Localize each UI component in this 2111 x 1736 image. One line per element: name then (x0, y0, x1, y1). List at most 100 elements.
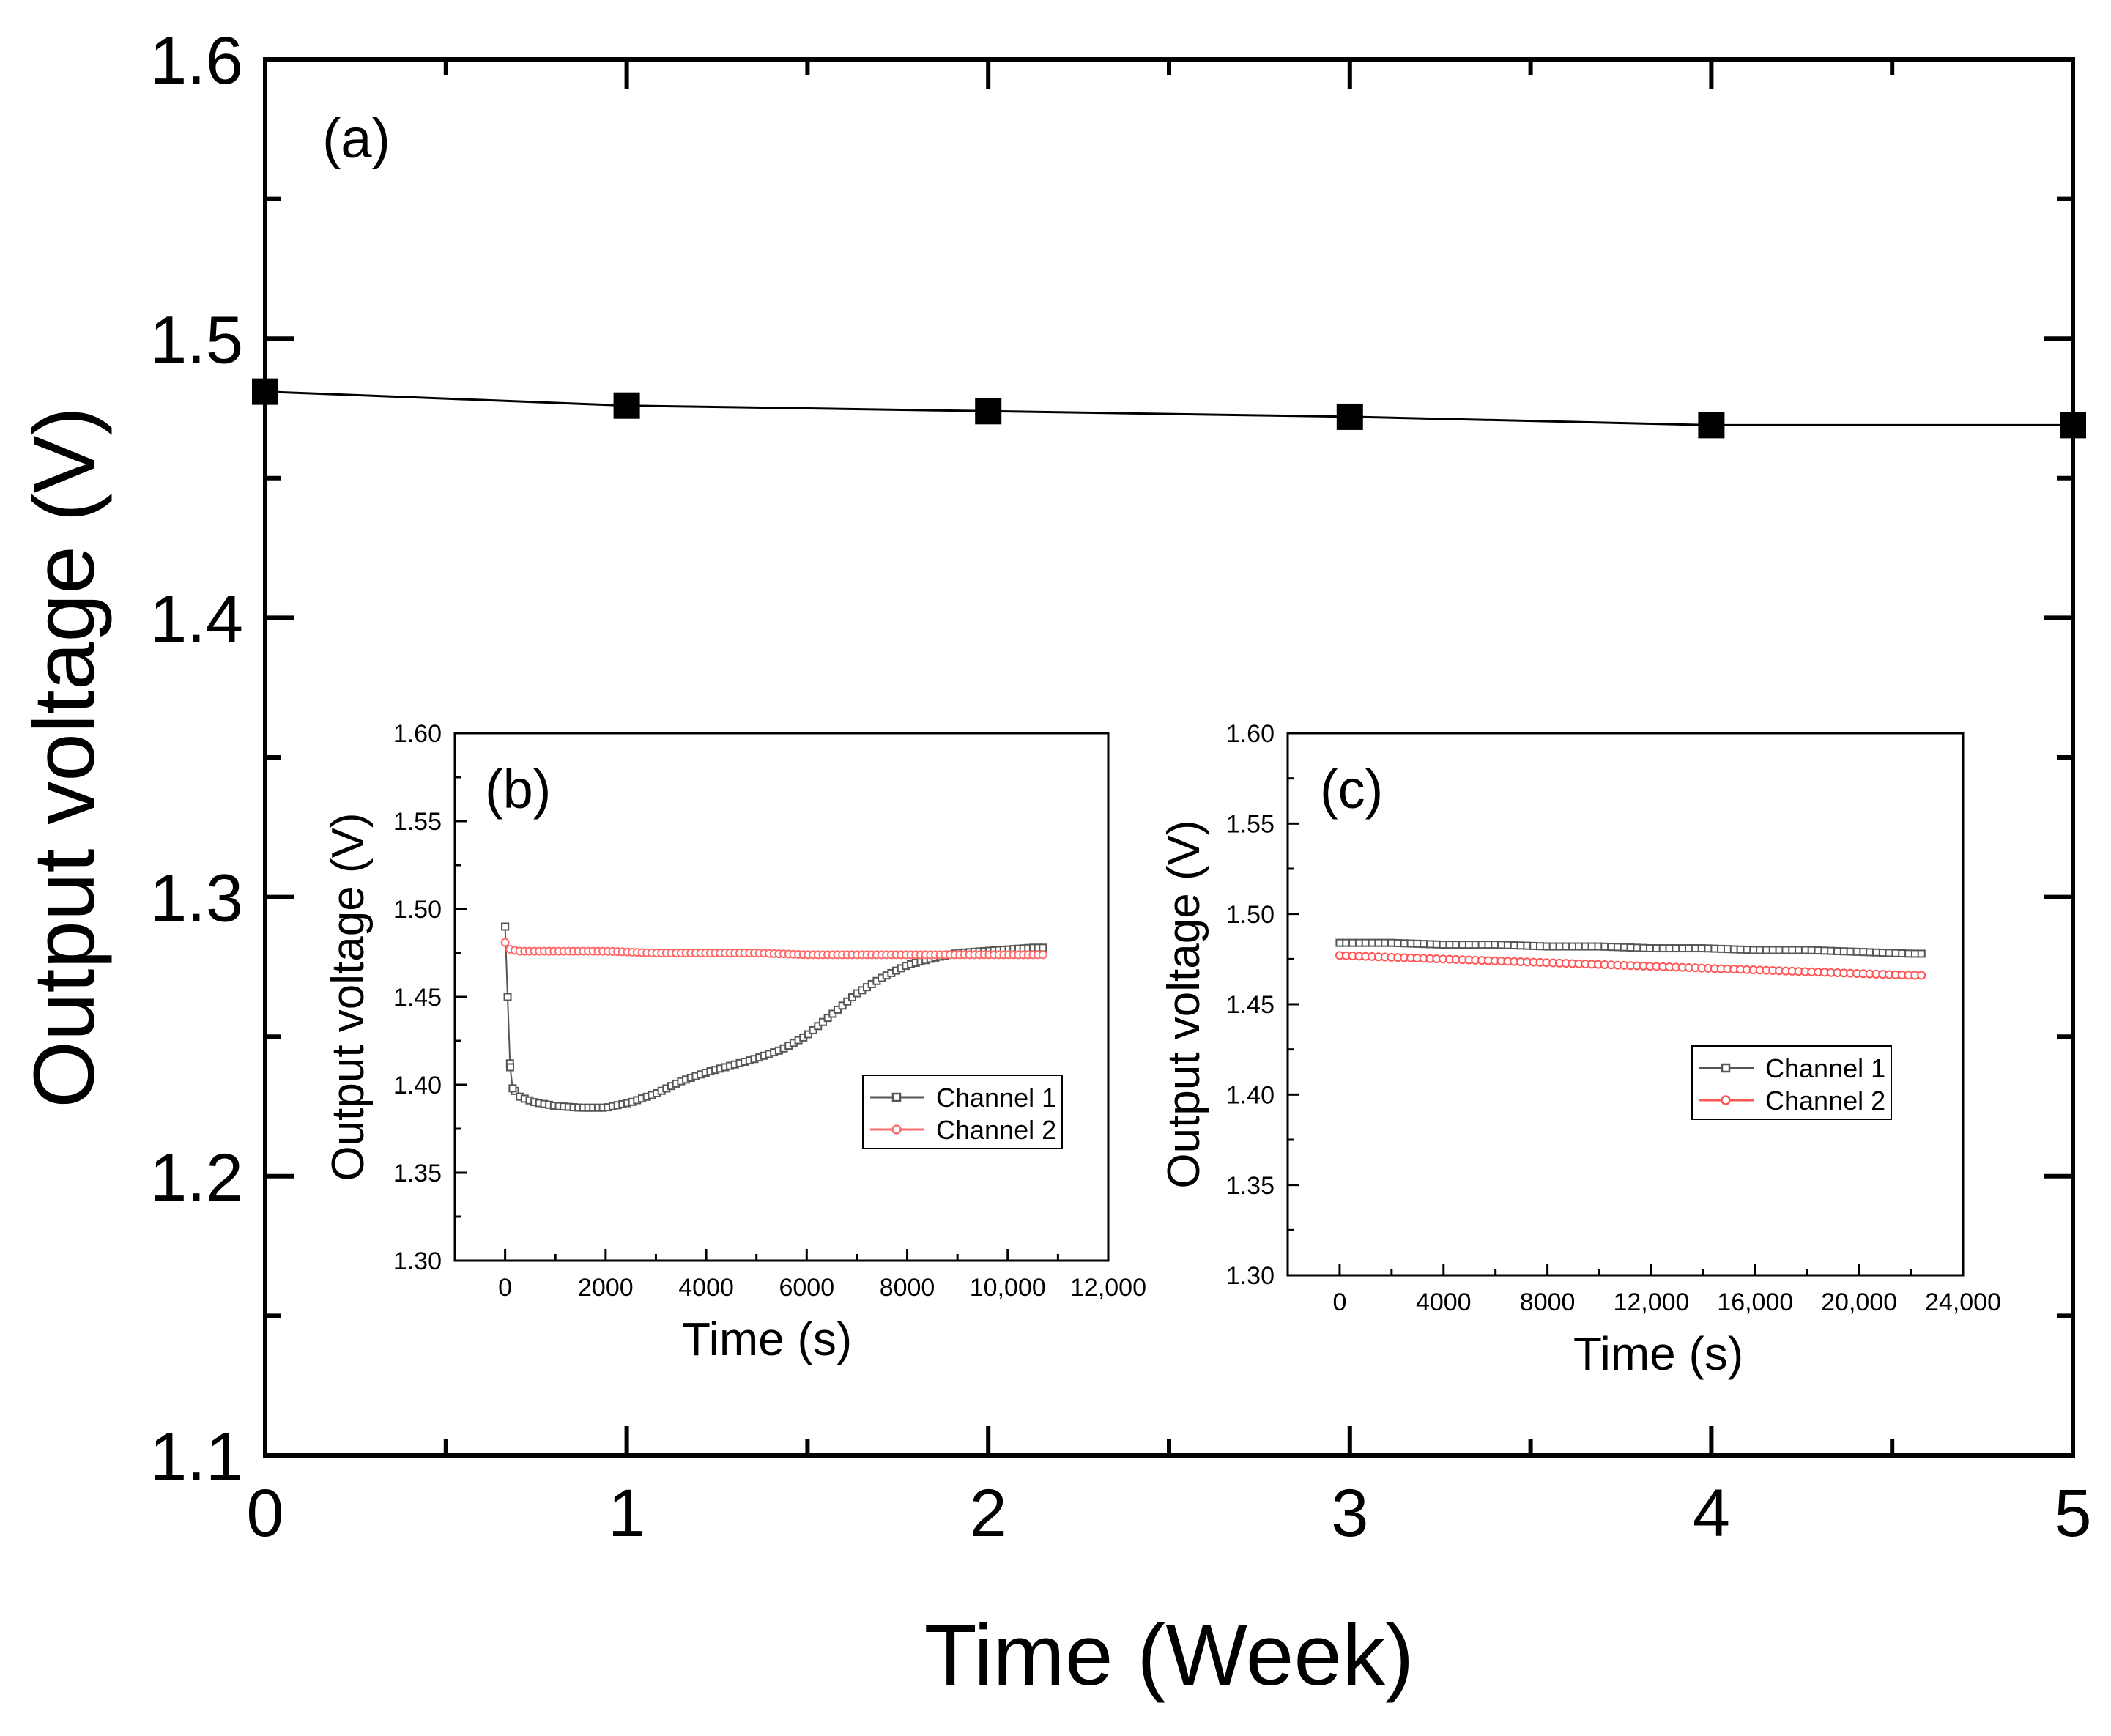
data-point (1336, 403, 1363, 430)
x-tick-label: 8000 (880, 1274, 935, 1302)
inset-b-legend-marker-channel-2 (891, 1124, 902, 1135)
x-tick-label: 8000 (1520, 1288, 1576, 1316)
main-y-axis-label: Output voltage (V) (16, 407, 113, 1108)
data-point-square (1445, 941, 1454, 949)
data-point-square (1917, 949, 1926, 958)
data-point-square (1672, 944, 1680, 953)
y-tick-label: 1.55 (1226, 811, 1275, 839)
inset-b-y-axis-label: Output voltage (V) (323, 812, 374, 1181)
inset-b-x-tick-labels: 0 2000 4000 6000 8000 10,000 12,000 (498, 1274, 1146, 1302)
data-point-square (1729, 945, 1738, 954)
data-point-square (1723, 945, 1732, 954)
data-point-square (1781, 946, 1790, 954)
data-point-square (1542, 942, 1551, 951)
data-point-square (1510, 941, 1518, 949)
data-point-square (1710, 944, 1719, 953)
inset-c-y-tick-labels: 1.30 1.35 1.40 1.45 1.50 1.55 1.60 (1226, 720, 1275, 1290)
data-point-square (1717, 944, 1726, 953)
inset-chart-c: 0 4000 8000 12,000 16,000 20,000 24,000 1.301.… (1159, 705, 2025, 1390)
data-point-square (1348, 938, 1357, 947)
data-point-square (1827, 946, 1836, 955)
data-point-square (505, 1063, 514, 1072)
x-tick-label: 4000 (678, 1274, 734, 1302)
main-y-tick-labels: 1.1 1.2 1.3 1.4 1.5 1.6 (149, 23, 243, 1494)
data-point-square (818, 1017, 827, 1026)
data-point-square (1866, 948, 1874, 957)
data-point-square (838, 1001, 847, 1010)
data-point-square (1833, 946, 1842, 955)
data-point-square (1885, 949, 1893, 957)
inset-c-legend-marker-channel-1 (1721, 1063, 1731, 1073)
data-point-square (843, 997, 852, 1006)
data-point-square (1484, 941, 1493, 949)
inset-b-y-tick-labels: 1.30 1.35 1.40 1.45 1.50 1.55 1.60 (393, 720, 442, 1275)
data-point-square (501, 922, 510, 931)
inset-c-legend-label-channel-2: Channel 2 (1765, 1086, 1885, 1116)
main-x-axis-label: Time (Week) (924, 1607, 1414, 1704)
data-point-square (1678, 944, 1687, 953)
data-point-circle (1917, 971, 1926, 980)
main-panel-label: (a) (322, 108, 390, 170)
inset-c-background (1161, 705, 2025, 1390)
data-point-square (1736, 945, 1745, 954)
y-tick-label: 1.50 (1226, 901, 1275, 929)
data-point-square (1523, 941, 1532, 950)
y-tick-label: 1.50 (393, 896, 442, 924)
data-point-square (1354, 938, 1363, 947)
x-tick-label: 3 (1331, 1476, 1368, 1551)
y-tick-label: 1.45 (393, 984, 442, 1012)
x-tick-label: 6000 (779, 1274, 834, 1302)
data-point-square (809, 1025, 817, 1034)
data-point-square (804, 1030, 812, 1039)
data-point-square (1633, 943, 1641, 952)
data-point-square (833, 1005, 842, 1014)
data-point-square (1477, 941, 1486, 949)
data-point-square (1503, 941, 1512, 949)
inset-b-legend-label-channel-2: Channel 2 (936, 1115, 1056, 1145)
data-point-square (1374, 938, 1383, 947)
inset-c-legend: Channel 1 Channel 2 (1691, 1045, 1892, 1120)
x-tick-label: 12,000 (1070, 1274, 1146, 1302)
data-point-square (1871, 948, 1880, 957)
data-point-square (1775, 946, 1784, 954)
x-tick-label: 16,000 (1717, 1288, 1793, 1316)
inset-b-series (500, 922, 1047, 1112)
data-point-square (1800, 946, 1809, 954)
y-tick-label: 1.6 (149, 23, 243, 98)
data-point-square (1814, 946, 1822, 955)
data-point-square (1756, 946, 1765, 954)
data-point-square (1529, 941, 1538, 950)
data-point-square (1613, 943, 1622, 952)
y-tick-label: 1.5 (149, 303, 243, 377)
data-point-square (1381, 938, 1390, 947)
data-point-square (1400, 939, 1409, 948)
data-point-square (1342, 938, 1351, 947)
x-tick-label: 2 (970, 1476, 1007, 1551)
data-point-square (1639, 943, 1648, 952)
data-point-square (1904, 949, 1913, 958)
inset-b-panel-label: (b) (485, 759, 551, 820)
series-line-1 (264, 390, 2073, 426)
data-point-square (1464, 941, 1473, 949)
data-point-square (1658, 944, 1667, 953)
data-point-square (1458, 941, 1467, 949)
inset-b-ticks (455, 732, 1110, 1262)
inset-b-legend-box (862, 1075, 1063, 1149)
x-tick-label: 24,000 (1925, 1288, 2001, 1316)
data-point-square (1652, 944, 1661, 953)
data-point-square (1425, 940, 1434, 949)
data-point-square (1859, 948, 1868, 957)
data-point-square (1795, 946, 1803, 954)
y-tick-label: 1.2 (149, 1140, 243, 1215)
data-point-square (1568, 942, 1577, 951)
data-point-square (1743, 946, 1751, 954)
data-point (975, 398, 1002, 425)
x-tick-label: 4 (1693, 1476, 1730, 1551)
x-tick-label: 0 (498, 1274, 512, 1302)
data-point-square (1852, 947, 1861, 956)
data-point-square (1335, 938, 1344, 947)
inset-c-y-axis-label: Output voltage (V) (1159, 820, 1209, 1188)
data-point-square (1471, 941, 1480, 949)
x-tick-label: 1 (608, 1476, 645, 1551)
